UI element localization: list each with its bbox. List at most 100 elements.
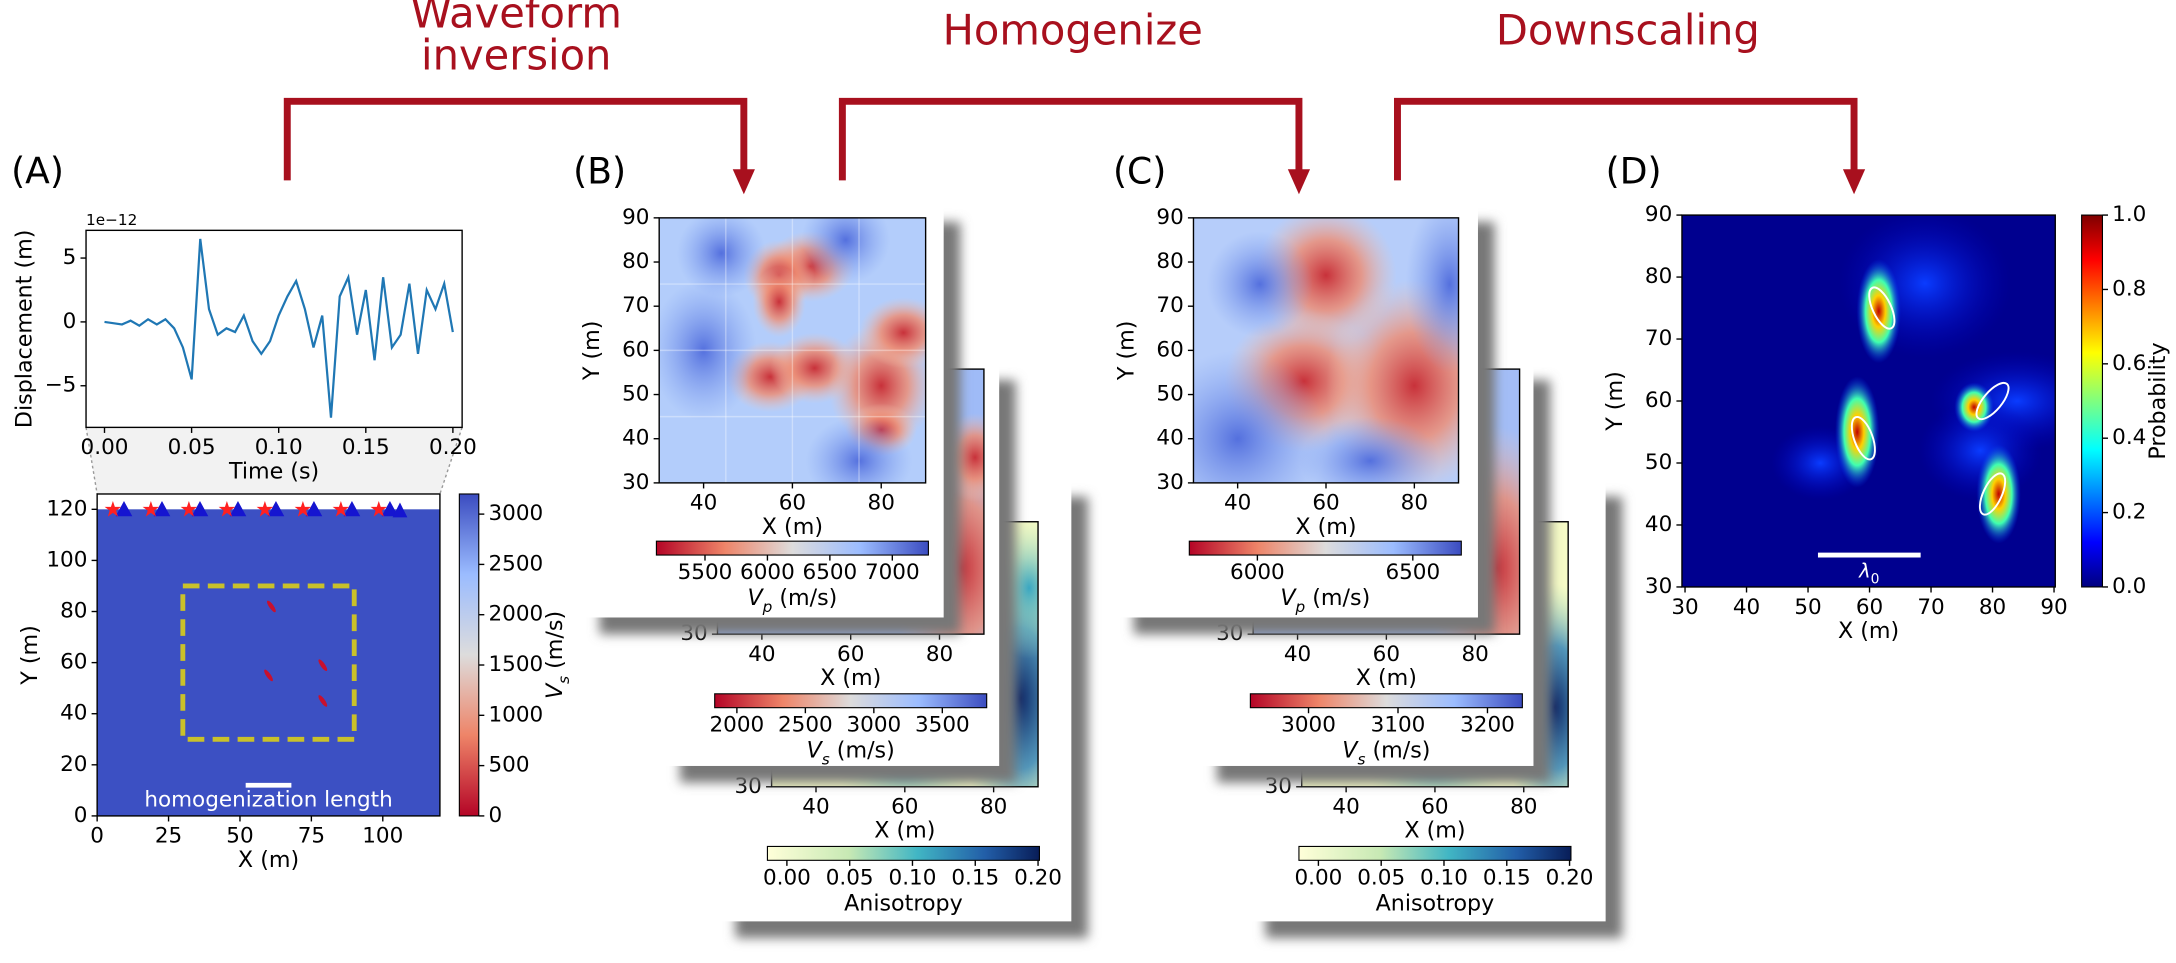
panel-label: (B) (573, 150, 626, 192)
step-label: Downscaling (1496, 5, 1760, 54)
colorbar-tick-label: 6500 (1385, 560, 1440, 585)
colorbar-tick-label: 0.15 (1483, 865, 1531, 890)
heatmap-blob (1206, 231, 1313, 338)
annotation: λ0 (1858, 559, 1879, 587)
heatmap: λ0 (1681, 215, 2056, 587)
colorbar-tick-label: 6500 (803, 560, 858, 585)
x-tick-label: 40 (1332, 795, 1359, 820)
zoom-edge (439, 427, 463, 495)
colorbar-tick-label: 0.05 (1357, 865, 1405, 890)
heatmap-blob (1976, 444, 2021, 544)
receiver (191, 500, 209, 517)
x-tick-label: 40 (1733, 595, 1760, 620)
y-tick-label: 120 (46, 496, 87, 521)
label-part: V (1342, 737, 1359, 763)
y-tick-label: 50 (1156, 382, 1183, 407)
source: ★ (369, 498, 388, 523)
colorbar-tick-label: 0.6 (2112, 351, 2146, 376)
x-tick-label: 0.00 (81, 435, 129, 460)
label-part: 0 (1871, 572, 1880, 588)
arrowheads (732, 169, 1866, 195)
heatmap-blob (859, 297, 926, 369)
crack (264, 669, 273, 682)
y-tick-label: 90 (1645, 202, 1672, 227)
label-part: (m/s) (1365, 737, 1430, 763)
uncertainty-ellipse (1978, 472, 2007, 516)
y-tick-label: 80 (1156, 249, 1183, 274)
colorbar-label: Probability (2144, 342, 2170, 459)
panel-label: (A) (11, 150, 64, 192)
crack (318, 695, 328, 707)
heatmap-blob (1193, 350, 1326, 483)
colorbar-tick-label: 2000 (488, 602, 543, 627)
x-tick-label: 90 (2040, 595, 2067, 620)
colorbar-tick-label: 5500 (678, 560, 733, 585)
panel-label: (C) (1113, 150, 1166, 192)
colorbar-label: Vs (m/s) (1342, 737, 1430, 768)
heatmap-blob (801, 217, 891, 285)
process-arrows (283, 97, 1858, 181)
x-tick-label: 30 (1671, 595, 1698, 620)
colorbar-tick-label: 3500 (915, 713, 970, 738)
x-tick-label: 50 (226, 824, 253, 849)
uncertainty-ellipse (1868, 286, 1896, 330)
label-part: s (555, 676, 573, 684)
annotation: homogenization length (144, 788, 392, 813)
label-part: (m/s) (542, 611, 568, 676)
x-tick-label: 80 (980, 795, 1007, 820)
x-tick-label: 40 (802, 795, 829, 820)
heatmap-blob (1299, 416, 1441, 483)
x-tick-label: 40 (1284, 642, 1311, 667)
y-tick-label: 70 (1156, 293, 1183, 318)
colorbar-tick-label: 1000 (488, 702, 543, 727)
arrowhead (1287, 169, 1311, 195)
source: ★ (255, 498, 274, 523)
heatmap (659, 217, 926, 483)
label-part: s (1357, 750, 1365, 768)
receiver: ▲ (392, 497, 407, 520)
x-tick-label: 0.05 (168, 435, 216, 460)
arrow (1394, 97, 1858, 181)
colorbar (1249, 693, 1523, 709)
source: ★ (103, 498, 122, 523)
crack (267, 600, 276, 613)
label-part: V (1280, 585, 1297, 611)
y-tick-label: 80 (60, 599, 87, 624)
label-part: V (747, 585, 764, 611)
panel-label: (D) (1606, 150, 1662, 192)
colorbar-tick-label: 0.05 (826, 865, 874, 890)
x-tick-label: 50 (1794, 595, 1821, 620)
x-tick-label: 80 (1979, 595, 2006, 620)
label-part: V (807, 737, 824, 763)
receiver (115, 500, 133, 517)
colorbar-tick-label: 6000 (1230, 560, 1285, 585)
receiver (343, 500, 361, 517)
y-axis-label: Displacement (m) (11, 230, 37, 429)
colorbar-tick-label: 2500 (488, 551, 543, 576)
label-part: p (762, 598, 773, 616)
y-tick-label: 40 (622, 426, 649, 451)
colorbar-tick-label: 0.20 (1546, 865, 1594, 890)
colorbar-tick-label: 3000 (488, 501, 543, 526)
y-tick-label: 40 (1156, 426, 1183, 451)
colorbar-tick-label: 0.20 (1014, 865, 1062, 890)
study-area (180, 583, 357, 742)
colorbar-tick-label: 0 (488, 803, 502, 828)
colorbar-tick-label: 6000 (740, 560, 795, 585)
colorbar (1188, 540, 1462, 556)
colorbar-tick-label: 7000 (865, 560, 920, 585)
colorbar-tick-label: 0.4 (2112, 425, 2146, 450)
heatmap-blob (805, 416, 913, 483)
colorbar-tick-label: 0.10 (889, 865, 937, 890)
y-tick-label: 60 (1156, 337, 1183, 362)
label-part: (m/s) (1305, 585, 1370, 611)
uncertainty-ellipse (1975, 381, 2010, 421)
colorbar-tick-label: 0.00 (1294, 865, 1342, 890)
source: ★ (141, 498, 160, 523)
colorbar (714, 693, 988, 709)
y-tick-label: 0 (63, 309, 77, 334)
x-axis-label: X (m) (820, 665, 881, 691)
y-tick-label: 80 (1645, 264, 1672, 289)
arrowhead (1842, 169, 1866, 195)
